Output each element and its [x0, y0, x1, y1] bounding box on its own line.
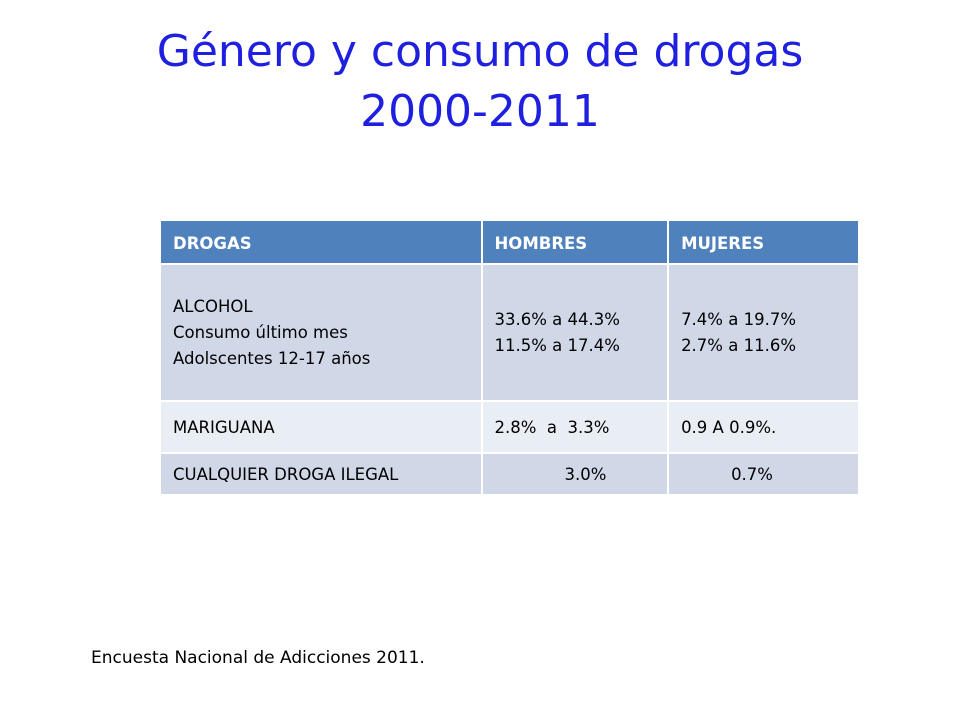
header-mujeres: MUJERES	[667, 219, 860, 265]
cell-women-alcohol: 7.4% a 19.7% 2.7% a 11.6%	[667, 263, 860, 402]
cell-women-cualquier: 0.7%	[667, 452, 860, 496]
cell-women-mariguana: 0.9 A 0.9%.	[667, 400, 860, 454]
cell-men-cualquier: 3.0%	[480, 452, 670, 496]
cell-text: Adolscentes 12-17 años	[173, 348, 371, 368]
drug-consumption-table: DROGAS HOMBRES MUJERES ALCOHOL Consumo ú…	[159, 219, 860, 496]
cell-men-alcohol: 33.6% a 44.3% 11.5% a 17.4%	[480, 263, 670, 402]
slide-title-line1: Género y consumo de drogas	[156, 26, 804, 77]
source-note: Encuesta Nacional de Adicciones 2011.	[91, 648, 425, 668]
cell-drug-mariguana: MARIGUANA	[159, 400, 483, 454]
table-row-mariguana: MARIGUANA 2.8% a 3.3% 0.9 A 0.9%.	[159, 400, 860, 454]
cell-men-mariguana: 2.8% a 3.3%	[480, 400, 670, 454]
table-header-row: DROGAS HOMBRES MUJERES	[159, 219, 860, 265]
cell-text: 33.6% a 44.3%	[494, 309, 620, 329]
cell-text: Consumo último mes	[173, 322, 348, 342]
slide-title: Género y consumo de drogas 2000-2011	[0, 22, 960, 142]
cell-text: 2.7% a 11.6%	[681, 335, 796, 355]
cell-drug-alcohol: ALCOHOL Consumo último mes Adolscentes 1…	[159, 263, 483, 402]
table-row-cualquier-droga: CUALQUIER DROGA ILEGAL 3.0% 0.7%	[159, 452, 860, 496]
header-hombres: HOMBRES	[480, 219, 670, 265]
cell-text: 11.5% a 17.4%	[494, 335, 620, 355]
cell-drug-cualquier: CUALQUIER DROGA ILEGAL	[159, 452, 483, 496]
cell-text: ALCOHOL	[173, 296, 253, 316]
cell-text: 7.4% a 19.7%	[681, 309, 796, 329]
table-row-alcohol: ALCOHOL Consumo último mes Adolscentes 1…	[159, 263, 860, 402]
slide-title-line2: 2000-2011	[360, 86, 600, 137]
header-drogas: DROGAS	[159, 219, 483, 265]
